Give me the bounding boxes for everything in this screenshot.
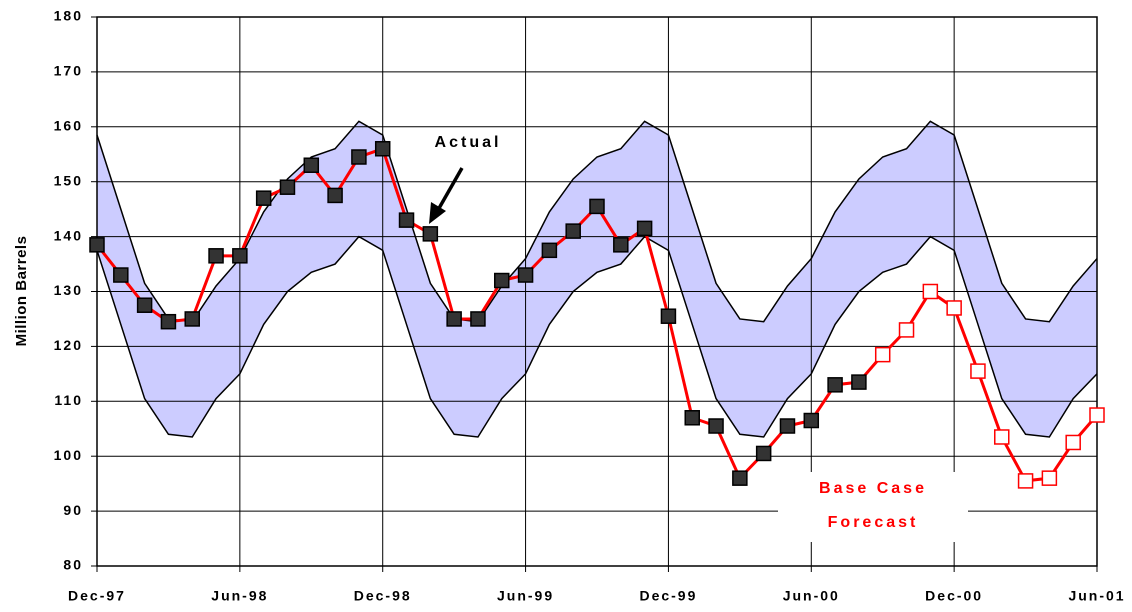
y-tick-label: 160 bbox=[54, 118, 83, 134]
marker bbox=[851, 374, 867, 390]
annotation: Forecast bbox=[828, 514, 919, 531]
marker bbox=[374, 141, 391, 157]
marker bbox=[755, 445, 772, 462]
marker bbox=[446, 311, 462, 327]
annotation-arrowhead bbox=[429, 202, 446, 224]
marker bbox=[1089, 407, 1105, 423]
x-tick-label: Dec-99 bbox=[639, 588, 697, 604]
y-tick-label: 120 bbox=[54, 337, 83, 353]
marker bbox=[1041, 470, 1058, 486]
marker bbox=[160, 313, 177, 330]
marker bbox=[327, 187, 343, 204]
marker bbox=[1017, 473, 1034, 489]
marker bbox=[351, 149, 367, 165]
marker bbox=[494, 272, 510, 289]
band-edge bbox=[96, 235, 1098, 438]
y-tick-label: 110 bbox=[54, 392, 83, 408]
marker bbox=[184, 311, 200, 327]
plot-frame bbox=[96, 16, 1098, 567]
marker bbox=[803, 412, 820, 429]
marker bbox=[255, 190, 272, 206]
marker bbox=[708, 418, 724, 434]
marker bbox=[898, 322, 915, 338]
x-tick-label: Dec-00 bbox=[925, 588, 983, 604]
y-tick-label: 150 bbox=[54, 172, 83, 188]
annotation: Actual bbox=[435, 134, 502, 151]
marker bbox=[470, 311, 486, 327]
marker bbox=[398, 212, 415, 228]
y-tick-label: 180 bbox=[54, 8, 83, 24]
marker bbox=[636, 220, 653, 237]
forecast-band bbox=[97, 121, 1097, 437]
marker bbox=[541, 242, 558, 259]
y-tick-label: 170 bbox=[54, 63, 83, 79]
y-tick-label: 100 bbox=[54, 447, 83, 463]
marker bbox=[779, 418, 796, 434]
band-edge bbox=[96, 120, 1098, 323]
marker bbox=[279, 179, 296, 195]
annotation-bg bbox=[778, 472, 968, 542]
y-axis-label: Million Barrels bbox=[13, 236, 30, 347]
marker bbox=[113, 267, 129, 283]
y-tick-label: 140 bbox=[54, 227, 83, 243]
marker bbox=[994, 429, 1010, 445]
y-tick-label: 80 bbox=[63, 557, 83, 573]
x-tick-label: Dec-98 bbox=[354, 588, 412, 604]
marker bbox=[589, 198, 605, 215]
annotation: Base Case bbox=[819, 480, 927, 497]
marker bbox=[232, 248, 248, 264]
x-tick-label: Jun-99 bbox=[497, 588, 554, 604]
marker bbox=[517, 267, 534, 283]
y-tick-label: 90 bbox=[63, 502, 83, 518]
x-tick-label: Jun-98 bbox=[211, 588, 268, 604]
marker bbox=[970, 363, 986, 379]
marker bbox=[732, 470, 748, 486]
y-tick-label: 130 bbox=[54, 282, 83, 298]
marker bbox=[874, 346, 891, 363]
marker bbox=[660, 308, 677, 324]
annotation-arrow bbox=[436, 167, 464, 211]
marker bbox=[827, 377, 843, 393]
x-tick-label: Dec-97 bbox=[68, 588, 126, 604]
marker bbox=[565, 223, 581, 239]
marker bbox=[89, 237, 105, 253]
x-tick-label: Jun-01 bbox=[1068, 588, 1125, 604]
marker bbox=[422, 226, 439, 242]
marker bbox=[613, 237, 629, 253]
marker bbox=[922, 283, 939, 300]
marker bbox=[303, 157, 320, 173]
marker bbox=[136, 297, 153, 313]
marker bbox=[946, 300, 962, 316]
marker bbox=[1065, 434, 1081, 451]
series-line bbox=[881, 289, 1099, 483]
x-tick-label: Jun-00 bbox=[783, 588, 840, 604]
marker bbox=[208, 248, 224, 264]
marker bbox=[684, 410, 700, 426]
